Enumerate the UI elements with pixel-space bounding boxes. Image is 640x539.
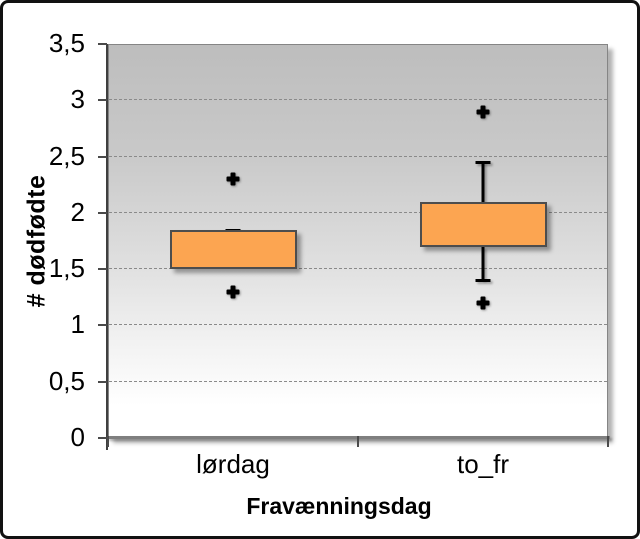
y-tick-label: 1 [70, 309, 85, 340]
whisker-cap [475, 161, 491, 165]
y-tick-mark [98, 155, 107, 158]
y-tick-label: 2,5 [48, 140, 85, 171]
outlier-marker [476, 296, 490, 310]
gridline [109, 268, 607, 270]
y-axis-line [106, 44, 108, 450]
x-tick-mark [607, 436, 609, 447]
y-axis-title: # dødfødte [22, 174, 51, 308]
outlier-marker [226, 285, 240, 299]
gridline [109, 211, 607, 213]
x-tick-mark [357, 436, 359, 447]
box-to_fr [419, 201, 547, 247]
outlier-plus-vertical-bar [480, 105, 486, 119]
chart-marks-layer: 3,5 3 2,5 2 1,5 1 0,5 0 lørdag to_fr [3, 3, 637, 536]
y-tick-label: 3,5 [48, 27, 85, 58]
y-tick-label: 0,5 [48, 365, 85, 396]
gridline [109, 380, 607, 382]
gridline [109, 99, 607, 101]
x-category-label: to_fr [456, 449, 510, 479]
gridline [109, 155, 607, 157]
x-axis-title: Fravænningsdag [246, 493, 432, 519]
outlier-plus-vertical-bar [230, 285, 236, 299]
x-tick-mark [107, 436, 109, 447]
whisker-line [481, 246, 485, 281]
box-lørdag [169, 229, 297, 270]
y-tick-mark [98, 437, 107, 439]
y-tick-mark [98, 211, 107, 214]
outlier-plus-vertical-bar [230, 172, 236, 186]
y-tick-mark [98, 324, 107, 327]
gridline [109, 324, 607, 326]
x-category-label: lørdag [196, 449, 270, 479]
whisker-cap [475, 279, 491, 283]
y-tick-label: 3 [70, 84, 85, 115]
y-tick-label: 2 [70, 196, 85, 227]
outlier-marker [476, 105, 490, 119]
whisker-line [481, 162, 485, 202]
y-tick-label: 1,5 [48, 253, 85, 284]
y-tick-mark [98, 268, 107, 271]
y-tick-mark [98, 43, 107, 45]
outlier-marker [226, 172, 240, 186]
outlier-plus-vertical-bar [480, 296, 486, 310]
y-tick-label: 0 [70, 421, 85, 452]
y-tick-mark [98, 380, 107, 383]
y-tick-mark [98, 99, 107, 102]
